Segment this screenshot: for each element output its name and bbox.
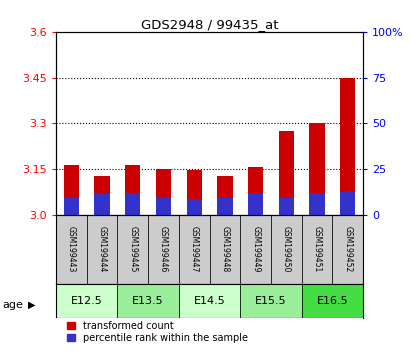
Bar xyxy=(310,124,325,215)
Legend: transformed count, percentile rank within the sample: transformed count, percentile rank withi… xyxy=(67,321,248,343)
Text: GSM199451: GSM199451 xyxy=(312,226,322,273)
Bar xyxy=(279,197,294,215)
Bar xyxy=(302,284,363,318)
Bar xyxy=(125,193,140,215)
Bar xyxy=(117,215,148,284)
Bar xyxy=(187,199,202,215)
Bar xyxy=(64,197,79,215)
Text: E12.5: E12.5 xyxy=(71,296,103,306)
Bar xyxy=(217,197,233,215)
Bar xyxy=(340,191,355,215)
Bar xyxy=(56,284,117,318)
Text: GSM199445: GSM199445 xyxy=(128,226,137,273)
Text: age: age xyxy=(2,300,23,310)
Text: GSM199449: GSM199449 xyxy=(251,226,260,273)
Bar xyxy=(279,131,294,215)
Bar xyxy=(64,165,79,215)
Bar xyxy=(340,78,355,215)
Bar xyxy=(95,176,110,215)
Bar xyxy=(117,284,179,318)
Bar xyxy=(310,193,325,215)
Title: GDS2948 / 99435_at: GDS2948 / 99435_at xyxy=(141,18,278,31)
Bar xyxy=(217,176,233,215)
Text: GSM199448: GSM199448 xyxy=(220,226,229,273)
Text: E16.5: E16.5 xyxy=(317,296,348,306)
Bar xyxy=(87,215,117,284)
Text: ▶: ▶ xyxy=(28,300,36,310)
Text: GSM199450: GSM199450 xyxy=(282,226,291,273)
Bar xyxy=(248,193,264,215)
Bar xyxy=(187,170,202,215)
Bar xyxy=(95,193,110,215)
Bar xyxy=(240,284,302,318)
Bar xyxy=(240,215,271,284)
Text: GSM199447: GSM199447 xyxy=(190,226,199,273)
Text: E15.5: E15.5 xyxy=(255,296,287,306)
Text: E13.5: E13.5 xyxy=(132,296,164,306)
Text: E14.5: E14.5 xyxy=(194,296,225,306)
Bar xyxy=(302,215,332,284)
Bar xyxy=(210,215,240,284)
Bar xyxy=(179,284,240,318)
Text: GSM199452: GSM199452 xyxy=(343,226,352,273)
Bar xyxy=(125,165,140,215)
Text: GSM199444: GSM199444 xyxy=(98,226,107,273)
Bar xyxy=(156,197,171,215)
Bar xyxy=(271,215,302,284)
Bar xyxy=(156,169,171,215)
Bar xyxy=(56,215,87,284)
Bar xyxy=(179,215,210,284)
Text: GSM199443: GSM199443 xyxy=(67,226,76,273)
Bar xyxy=(248,167,264,215)
Bar xyxy=(148,215,179,284)
Text: GSM199446: GSM199446 xyxy=(159,226,168,273)
Bar xyxy=(332,215,363,284)
